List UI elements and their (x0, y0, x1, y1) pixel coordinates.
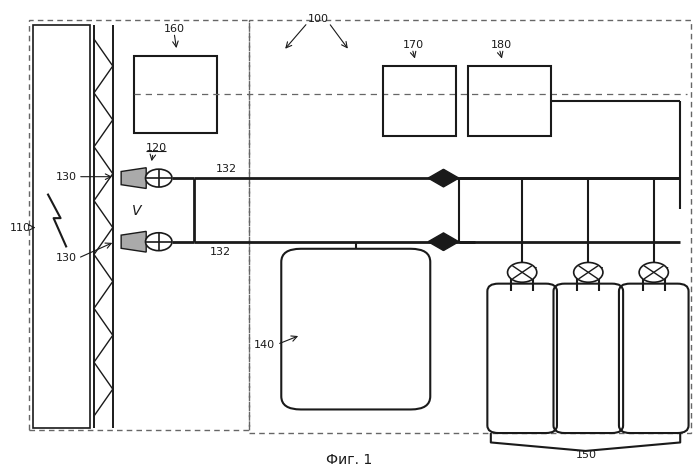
Circle shape (145, 233, 172, 251)
Bar (33, 25, 89, 428)
Polygon shape (121, 168, 146, 189)
Circle shape (145, 169, 172, 187)
Text: 132: 132 (210, 246, 231, 256)
Text: 110: 110 (10, 223, 31, 233)
Polygon shape (443, 233, 459, 251)
Polygon shape (428, 169, 443, 187)
Text: 170: 170 (403, 40, 424, 50)
Text: 130: 130 (56, 172, 77, 182)
Polygon shape (121, 231, 146, 252)
Circle shape (639, 263, 668, 282)
Text: 160: 160 (164, 24, 185, 34)
Text: 132: 132 (216, 164, 237, 173)
Bar (383, 66, 456, 136)
Polygon shape (443, 169, 459, 187)
Bar (29, 20, 249, 430)
Text: 130: 130 (56, 253, 77, 263)
Text: 180: 180 (491, 40, 512, 50)
Bar (134, 55, 217, 133)
Text: 150: 150 (576, 450, 597, 460)
Text: Фиг. 1: Фиг. 1 (326, 453, 373, 467)
Text: V: V (132, 204, 142, 218)
Text: 100: 100 (308, 14, 329, 24)
Bar (468, 66, 552, 136)
Bar (249, 20, 691, 433)
Circle shape (574, 263, 603, 282)
Text: 120: 120 (145, 144, 166, 154)
Text: 140: 140 (254, 340, 275, 350)
Polygon shape (428, 233, 443, 251)
Circle shape (507, 263, 537, 282)
